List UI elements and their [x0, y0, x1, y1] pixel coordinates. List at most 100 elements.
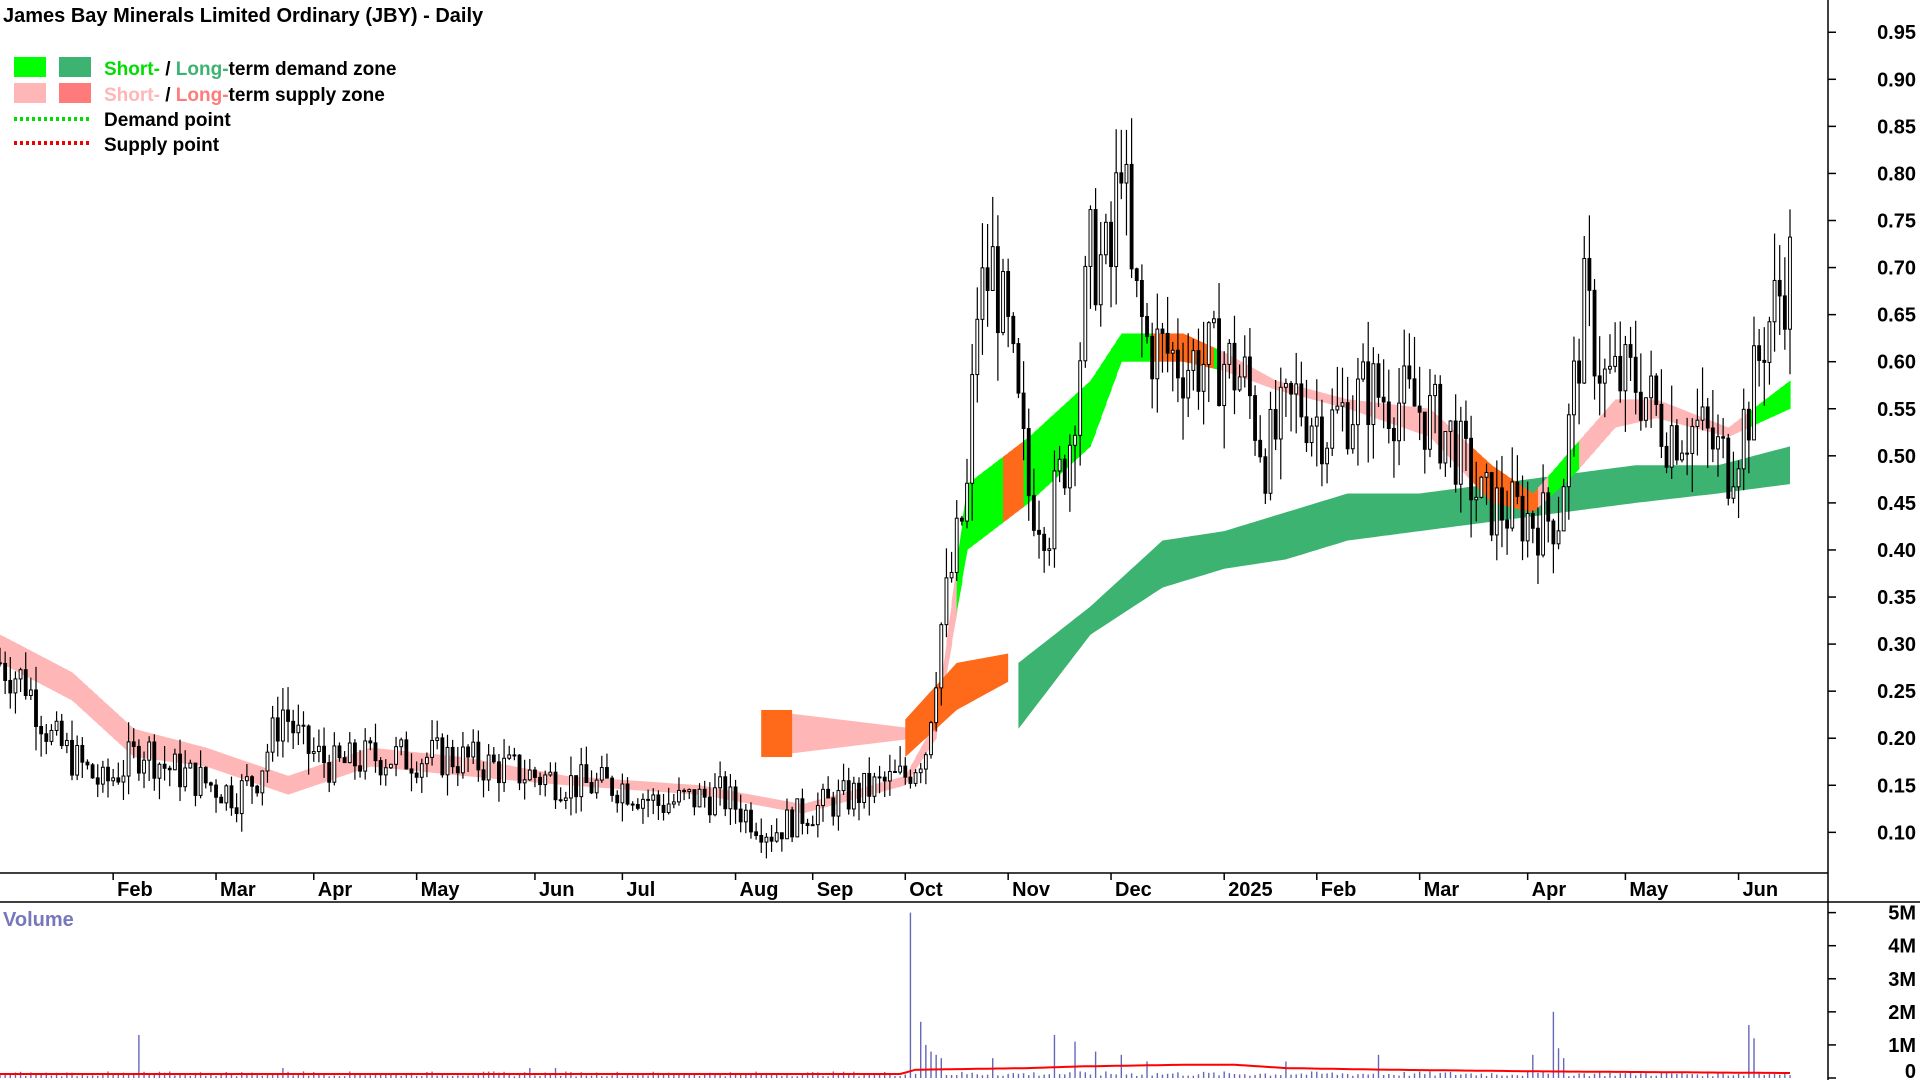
candle-body	[759, 834, 764, 843]
candle-body	[1361, 361, 1365, 380]
short-term-supply-segment	[159, 735, 166, 762]
candle-body	[85, 761, 90, 766]
candle-body	[106, 766, 110, 782]
candle-body	[116, 777, 121, 783]
volume-tick-label: 2M	[1888, 1002, 1916, 1024]
candle-body	[188, 762, 193, 769]
candle-body	[363, 740, 368, 772]
candle-body	[1736, 468, 1741, 488]
candle-body	[172, 753, 177, 771]
candle-body	[1782, 295, 1787, 330]
short-term-supply-segment	[293, 772, 299, 793]
candle-body	[1417, 405, 1422, 413]
candle-body	[244, 776, 249, 782]
candle-body	[311, 751, 316, 754]
candle-body	[913, 772, 918, 784]
candle-body	[1731, 486, 1736, 499]
short-term-supply-segment	[668, 783, 675, 793]
candle-body	[121, 775, 126, 783]
candle-body	[1119, 172, 1124, 184]
candle-body	[1073, 434, 1077, 446]
short-term-demand-segment	[1121, 333, 1128, 362]
candle-body	[502, 757, 506, 784]
candle-body	[1217, 318, 1221, 407]
candle-body	[702, 788, 707, 798]
candle-body	[939, 624, 944, 689]
candle-body	[178, 753, 182, 788]
candle-body	[378, 760, 383, 776]
candle-body	[286, 709, 290, 722]
candle-body	[1139, 279, 1144, 317]
candle-body	[1695, 419, 1700, 427]
short-term-supply-segment	[905, 766, 912, 786]
short-term-supply-segment	[648, 781, 654, 792]
candle-body	[1237, 376, 1242, 391]
candle-body	[157, 763, 162, 779]
short-term-demand-segment	[1769, 392, 1776, 419]
short-term-supply-segment	[761, 796, 768, 807]
candle-body	[1525, 513, 1530, 542]
candle-body	[713, 787, 717, 816]
candle-body	[337, 745, 342, 759]
short-term-supply-segment	[1625, 399, 1632, 426]
candle-body	[1232, 342, 1237, 391]
short-term-supply-segment	[637, 780, 644, 791]
candle-body	[836, 790, 841, 817]
candle-body	[1469, 437, 1474, 501]
candle-body	[1412, 378, 1417, 407]
short-term-demand-segment	[1105, 349, 1112, 405]
candle-body	[970, 374, 975, 484]
candle-body	[1716, 436, 1720, 450]
short-term-supply-segment	[642, 781, 649, 792]
candle-body	[1103, 221, 1108, 256]
y-tick-label: 0.15	[1877, 775, 1916, 797]
candle-body	[815, 805, 820, 826]
short-term-demand-segment	[977, 472, 984, 543]
short-term-supply-segment	[1270, 377, 1277, 390]
candle-body	[1726, 437, 1731, 499]
candle-body	[1649, 375, 1654, 399]
candle-body	[1206, 322, 1211, 365]
candle-body	[409, 768, 414, 774]
candle-body	[749, 809, 753, 833]
short-term-supply-segment	[97, 695, 104, 729]
candle-body	[481, 769, 486, 781]
candle-body	[1530, 513, 1535, 529]
candle-body	[1006, 271, 1011, 317]
short-term-supply-segment	[231, 756, 238, 778]
short-term-supply-segment	[1332, 395, 1338, 407]
candle-body	[872, 776, 877, 797]
candle-body	[306, 725, 311, 754]
short-term-supply-segment	[1599, 411, 1606, 446]
short-term-supply-segment	[663, 782, 670, 793]
short-term-supply-segment	[411, 751, 418, 772]
candle-body	[615, 794, 620, 804]
candle-body	[692, 789, 697, 808]
short-term-supply-segment	[468, 757, 474, 777]
candle-body	[903, 765, 908, 778]
y-tick-label: 0.25	[1877, 681, 1916, 703]
candle-body	[44, 733, 49, 742]
candle-body	[965, 482, 969, 522]
y-tick-label: 0.40	[1877, 540, 1916, 562]
short-term-supply-segment	[36, 653, 42, 685]
candle-body	[1762, 359, 1767, 363]
short-term-supply-segment	[509, 765, 515, 781]
candle-body	[1438, 383, 1443, 464]
candle-body	[594, 779, 599, 794]
candle-body	[1330, 409, 1335, 449]
short-term-demand-segment	[1126, 333, 1133, 362]
short-term-supply-segment	[298, 770, 305, 792]
short-term-supply-segment	[308, 767, 315, 788]
x-tick-label: Jun	[1743, 879, 1779, 901]
short-term-demand-segment	[982, 468, 989, 539]
y-tick-label: 0.70	[1877, 258, 1916, 280]
candle-body	[1356, 378, 1360, 426]
short-term-supply-segment	[1728, 423, 1735, 437]
short-term-supply-segment	[241, 759, 248, 781]
candle-body	[743, 809, 748, 823]
candle-body	[1479, 476, 1484, 498]
candle-body	[95, 777, 100, 785]
candle-body	[1088, 209, 1093, 267]
